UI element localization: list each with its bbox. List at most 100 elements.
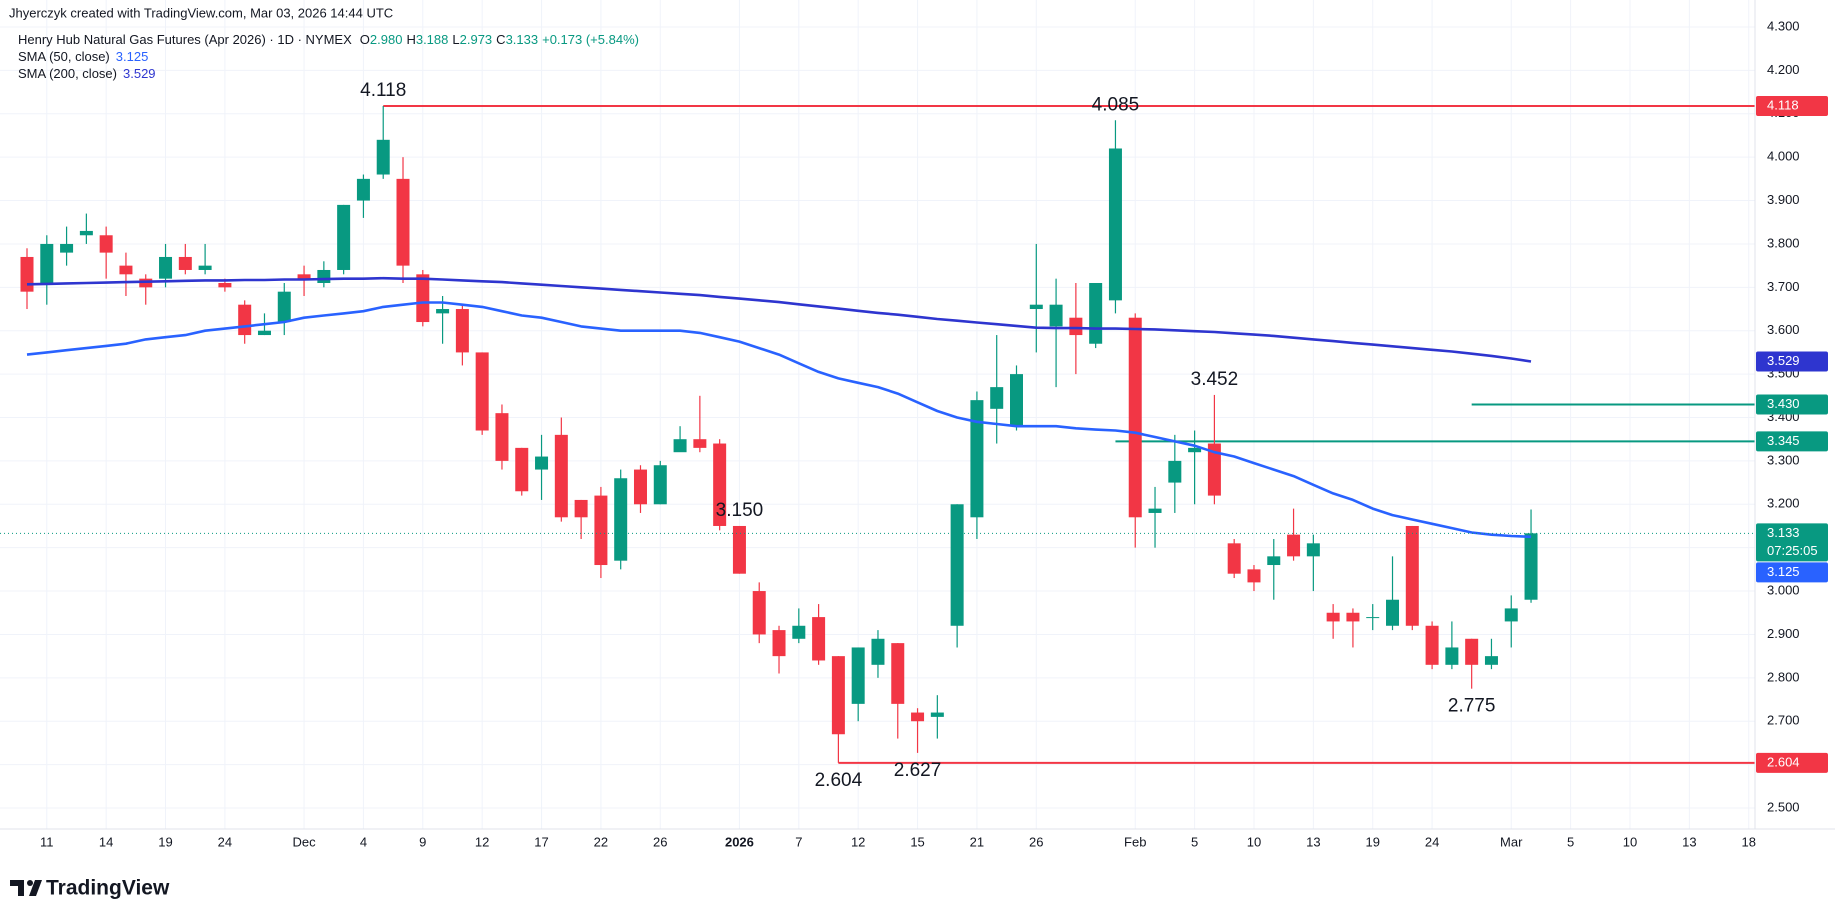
candle-body <box>60 243 74 253</box>
logo-text: TradingView <box>46 877 170 900</box>
legend-name: SMA (200, close) <box>18 66 117 81</box>
candle-body <box>1069 317 1083 336</box>
candle-body <box>1445 647 1459 665</box>
candle-body <box>178 256 192 270</box>
candle-body <box>218 282 232 288</box>
candle-body <box>198 265 212 270</box>
candle-body <box>792 625 806 639</box>
price-tags: 3.133 07:25:05 4.118 3.430 3.345 2.604 3.125 3.… <box>1756 95 1828 773</box>
price-tag-bg <box>1756 523 1828 562</box>
candle-body <box>851 647 865 704</box>
candle-body <box>594 495 608 566</box>
level-tag-bg <box>1756 95 1828 116</box>
y-tick-label: 3.300 <box>1767 452 1800 467</box>
y-tick-label: 3.700 <box>1767 279 1800 294</box>
legend-sma-50: SMA (50, close) 3.125 <box>18 49 148 64</box>
candle-body <box>891 643 905 704</box>
level-tag-label: 3.430 <box>1767 396 1800 411</box>
candle-body <box>1504 608 1518 622</box>
x-tick-label: 10 <box>1623 834 1637 849</box>
candle-body <box>515 447 529 492</box>
candle-body <box>119 265 133 275</box>
x-tick-label: 7 <box>795 834 802 849</box>
logo-icon <box>10 880 24 896</box>
x-tick-label: 13 <box>1306 834 1320 849</box>
candle-body <box>950 504 964 626</box>
candle-body <box>1306 543 1320 557</box>
candle-body <box>732 525 746 574</box>
candle-body <box>990 387 1004 409</box>
candle-body <box>1425 625 1439 665</box>
candle-body <box>1148 508 1162 513</box>
candle-body <box>1484 656 1498 665</box>
ohlc-key: O <box>360 32 370 47</box>
candle-body <box>1465 638 1479 665</box>
annotation: 2.604 <box>815 770 863 791</box>
candle-body <box>930 712 944 717</box>
y-tick-label: 3.600 <box>1767 322 1800 337</box>
x-tick-label: 5 <box>1567 834 1574 849</box>
candle-body <box>257 330 271 336</box>
candle-body <box>614 478 628 561</box>
annotation: 4.085 <box>1092 94 1140 115</box>
sma-tag-label: 3.529 <box>1767 353 1800 368</box>
x-tick-label: 18 <box>1741 834 1755 849</box>
x-tick-label: 10 <box>1247 834 1261 849</box>
indicators <box>0 276 1755 539</box>
candle-body <box>1029 304 1043 310</box>
annotation: 3.150 <box>716 500 764 521</box>
levels <box>383 104 1755 764</box>
candle-body <box>79 230 93 236</box>
candle-body <box>772 630 786 657</box>
ohlc-value: 2.980 <box>370 32 403 47</box>
level-tag-label: 2.604 <box>1767 754 1800 769</box>
annotation: 2.627 <box>894 760 942 781</box>
ohlc-value: 2.973 <box>460 32 493 47</box>
legend-main: Henry Hub Natural Gas Futures (Apr 2026)… <box>18 32 639 47</box>
change: +0.173 (+5.84%) <box>542 32 639 47</box>
candle-body <box>99 235 113 253</box>
candle-body <box>1089 282 1103 344</box>
candle-body <box>1168 460 1182 483</box>
ohlc-key: C <box>496 32 505 47</box>
candle-body <box>574 499 588 518</box>
y-tick-label: 4.000 <box>1767 149 1800 164</box>
y-tick-label: 3.900 <box>1767 192 1800 207</box>
legend-title: Henry Hub Natural Gas Futures (Apr 2026)… <box>18 32 352 47</box>
candle-body <box>416 274 430 323</box>
candle-body <box>1267 556 1281 566</box>
x-tick-label: 13 <box>1682 834 1696 849</box>
candle-body <box>1227 543 1241 574</box>
attribution: Jhyerczyk created with TradingView.com, … <box>9 5 393 20</box>
x-tick-label: Feb <box>1124 834 1146 849</box>
sma-tag-label: 3.125 <box>1767 564 1800 579</box>
y-tick-label: 4.300 <box>1767 18 1800 33</box>
candle-body <box>831 656 845 735</box>
logo: TradingView <box>10 877 170 900</box>
candle-body <box>1188 447 1202 453</box>
candle-body <box>455 309 469 353</box>
x-tick-label: 26 <box>1029 834 1043 849</box>
y-tick-label: 4.200 <box>1767 62 1800 77</box>
candle-body <box>1247 569 1261 583</box>
candle-body <box>1207 443 1221 496</box>
candle-body <box>376 139 390 175</box>
x-tick-label: 24 <box>218 834 232 849</box>
x-tick-label: 12 <box>475 834 489 849</box>
candle-body <box>1386 599 1400 626</box>
candles <box>20 105 1538 763</box>
candle-body <box>1010 374 1023 427</box>
x-tick-label: 19 <box>158 834 172 849</box>
candle-body <box>1049 304 1063 327</box>
y-tick-label: 2.500 <box>1767 799 1800 814</box>
x-tick-label: 5 <box>1191 834 1198 849</box>
ohlc-key: L <box>452 32 459 47</box>
candle-body <box>911 712 925 722</box>
candle-body <box>653 465 667 505</box>
candle-body <box>317 269 331 283</box>
ohlc-key: H <box>406 32 415 47</box>
candle-body <box>436 309 450 314</box>
candle-body <box>159 256 173 279</box>
legend-sma-200: SMA (200, close) 3.529 <box>18 66 156 81</box>
